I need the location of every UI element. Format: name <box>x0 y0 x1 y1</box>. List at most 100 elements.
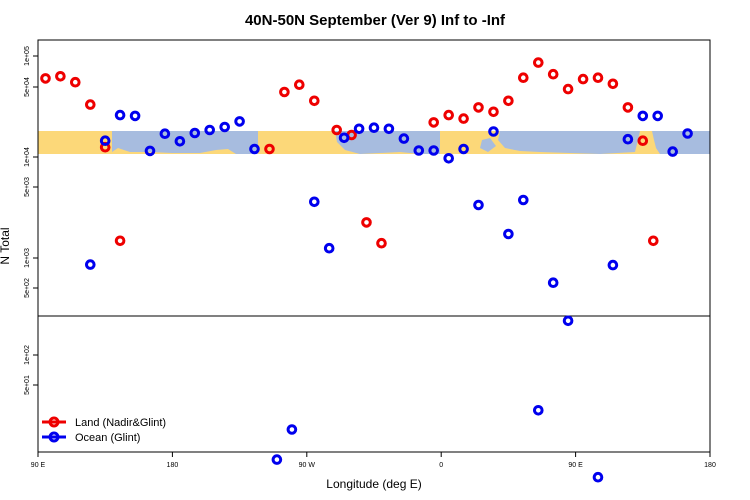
x-tick-label: 90 W <box>299 462 316 469</box>
ocean-point <box>159 128 171 139</box>
ocean-point <box>682 128 693 139</box>
map-land-2 <box>335 131 440 154</box>
land-point <box>279 86 290 98</box>
ocean-point <box>533 405 544 416</box>
x-tick-label: 180 <box>704 462 716 469</box>
map-land-3 <box>498 131 640 154</box>
y-tick-label: 5e+01 <box>24 375 31 395</box>
y-tick-label: 1e+04 <box>24 147 31 167</box>
legend-ocean-label: Ocean (Glint) <box>75 432 140 444</box>
y-tick-label: 5e+03 <box>24 177 31 197</box>
ocean-point <box>473 199 484 211</box>
ocean-point <box>592 471 604 483</box>
land-point <box>503 95 514 107</box>
ocean-point <box>622 133 634 145</box>
x-axis: 90 E 180 90 W 0 90 E 180 <box>31 452 716 469</box>
ocean-point <box>547 277 559 289</box>
chart-title: 40N-50N September (Ver 9) Inf to -Inf <box>245 12 506 29</box>
land-point <box>547 68 559 80</box>
ocean-point <box>271 454 283 465</box>
ocean-point <box>174 136 186 147</box>
ocean-point <box>286 424 298 435</box>
land-point <box>607 78 619 90</box>
map-land-5 <box>480 138 496 152</box>
y-axis-lower: 1e+02 5e+01 <box>24 345 38 395</box>
land-point <box>458 113 469 124</box>
y-tick-label: 1e+02 <box>24 345 31 365</box>
land-point <box>562 83 574 95</box>
ocean-point <box>99 135 111 146</box>
land-point <box>40 73 51 84</box>
ocean-point <box>607 259 619 271</box>
ocean-point <box>667 146 679 157</box>
ocean-point <box>353 123 365 135</box>
ocean-point <box>85 259 96 270</box>
land-point <box>592 72 604 83</box>
ocean-point <box>518 194 529 206</box>
ocean-point <box>488 126 499 137</box>
y-axis-upper: 1e+05 5e+04 1e+04 5e+03 1e+03 5e+02 <box>24 46 38 298</box>
legend-land-marker <box>48 416 60 428</box>
ocean-point <box>219 121 230 133</box>
land-point <box>488 106 499 118</box>
legend-ocean-marker <box>48 431 60 443</box>
x-tick-label: 90 E <box>31 462 46 469</box>
land-point <box>361 217 372 228</box>
ocean-point <box>413 145 425 156</box>
y-tick-label: 5e+02 <box>24 278 31 298</box>
x-tick-label: 180 <box>167 462 179 469</box>
land-point <box>622 102 634 113</box>
ocean-point <box>249 143 260 155</box>
land-point <box>533 57 544 68</box>
y-tick-label: 1e+03 <box>24 248 31 268</box>
ocean-point <box>129 110 141 122</box>
ocean-point <box>338 132 350 144</box>
lower-panel-frame <box>37 315 711 453</box>
land-point <box>264 143 275 155</box>
land-point <box>518 72 529 83</box>
land-point <box>428 117 440 128</box>
land-point <box>648 235 659 247</box>
ocean-point <box>458 143 469 155</box>
legend: Land (Nadir&Glint) Ocean (Glint) <box>42 416 166 444</box>
ocean-point <box>398 133 410 144</box>
ocean-point <box>383 123 395 135</box>
land-point <box>331 124 343 136</box>
data-points <box>40 57 693 483</box>
y-axis-label: N Total <box>0 227 12 264</box>
map-land-4 <box>652 131 710 154</box>
map-land-6 <box>508 137 524 150</box>
ocean-point <box>652 110 664 122</box>
ocean-point <box>189 127 201 139</box>
land-point <box>443 109 455 121</box>
x-tick-label: 0 <box>439 462 443 469</box>
map-landmasses <box>112 131 710 154</box>
land-point <box>637 135 649 146</box>
land-point <box>114 235 126 247</box>
land-point <box>577 73 589 85</box>
ocean-point <box>309 196 320 208</box>
ocean-point <box>323 242 335 254</box>
ocean-point <box>503 228 514 240</box>
ocean-point <box>637 110 649 122</box>
ocean-point <box>428 145 440 156</box>
land-point <box>309 95 320 107</box>
land-point <box>376 237 387 249</box>
ocean-point <box>144 145 156 157</box>
x-axis-label: Longitude (deg E) <box>326 477 421 491</box>
legend-land-label: Land (Nadir&Glint) <box>75 417 166 429</box>
ocean-point <box>204 124 215 136</box>
land-point <box>473 102 484 113</box>
world-map-band <box>38 131 710 154</box>
y-tick-label: 1e+05 <box>24 46 31 66</box>
land-point <box>55 71 66 82</box>
y-tick-label: 5e+04 <box>24 77 31 97</box>
land-point <box>294 79 305 90</box>
ocean-point <box>114 109 126 121</box>
land-point <box>70 76 81 88</box>
ocean-point <box>443 153 455 164</box>
ocean-point <box>234 116 245 127</box>
ocean-point <box>562 315 574 327</box>
ocean-point <box>368 122 380 133</box>
